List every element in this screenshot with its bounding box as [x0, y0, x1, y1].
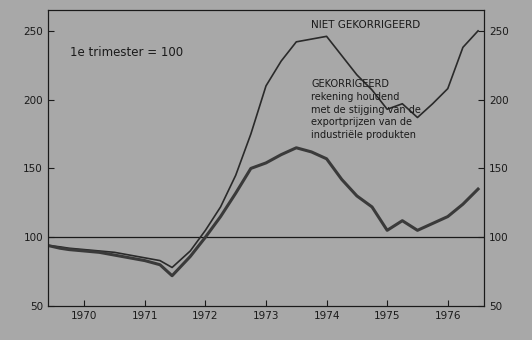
- Text: NIET GEKORRIGEERD: NIET GEKORRIGEERD: [311, 20, 421, 30]
- Text: GEKORRIGEERD
rekening houdend
met de stijging van de
exportprijzen van de
indust: GEKORRIGEERD rekening houdend met de sti…: [311, 79, 421, 140]
- Text: 1e trimester = 100: 1e trimester = 100: [70, 46, 183, 59]
